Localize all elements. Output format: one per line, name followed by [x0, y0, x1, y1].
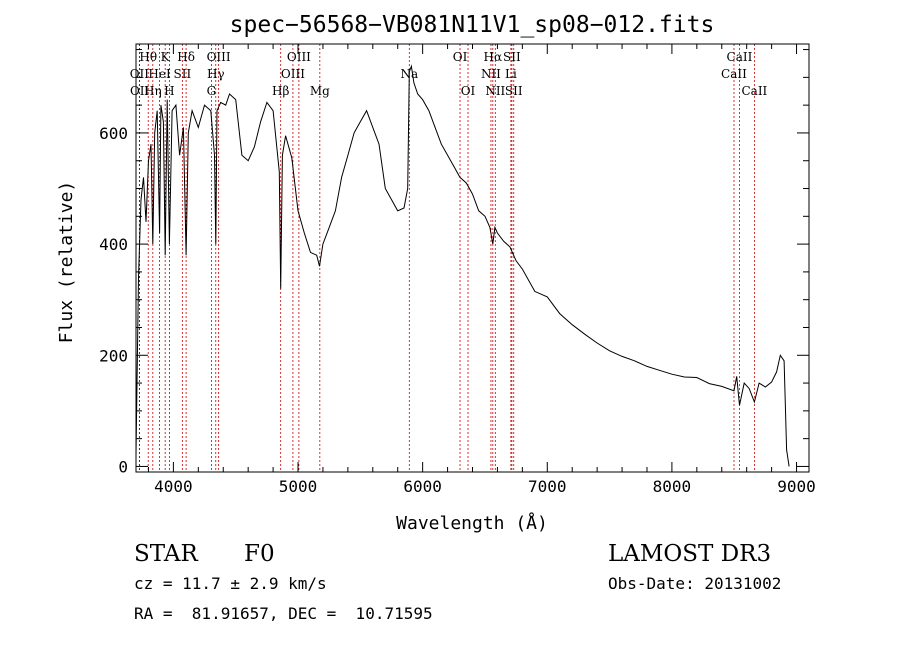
object-subclass: F0 — [244, 541, 275, 567]
line-label-14: Hβ — [272, 84, 289, 98]
line-label-27: CaII — [741, 84, 767, 98]
line-label-7: SII — [174, 67, 192, 81]
y-axis-label: Flux (relative) — [56, 181, 77, 344]
y-tick-label-0: 0 — [118, 457, 128, 476]
coordinates: RA = 81.91657, DEC = 10.71595 — [134, 604, 433, 623]
line-label-3: K — [161, 50, 171, 64]
line-label-1: OII — [130, 67, 150, 81]
line-label-15: Mg — [310, 84, 330, 98]
x-tick-label-4: 8000 — [653, 477, 692, 496]
obs-date: Obs-Date: 20131002 — [608, 574, 781, 593]
x-tick-label-0: 4000 — [154, 477, 193, 496]
line-label-25: CaII — [727, 50, 753, 64]
line-label-0: Hθ — [139, 50, 157, 64]
x-tick-label-2: 6000 — [403, 477, 442, 496]
line-label-24: SII — [505, 84, 523, 98]
line-label-18: OI — [461, 84, 476, 98]
line-label-11: G — [207, 84, 217, 98]
line-label-2: OII — [130, 84, 150, 98]
redshift-value: cz = 11.7 ± 2.9 km/s — [134, 574, 327, 593]
survey-name: LAMOST DR3 — [608, 541, 771, 567]
line-label-13: OIII — [281, 67, 305, 81]
x-tick-label-5: 9000 — [777, 477, 816, 496]
y-tick-label-3: 600 — [99, 124, 128, 143]
line-label-9: OIII — [207, 50, 231, 64]
x-axis-label: Wavelength (Å) — [396, 512, 548, 534]
y-tick-label-1: 200 — [99, 346, 128, 365]
flux-line — [135, 64, 790, 467]
line-label-21: NII — [481, 67, 501, 81]
line-label-26: CaII — [721, 67, 747, 81]
line-label-5: Hη — [144, 84, 162, 98]
line-label-17: OI — [453, 50, 468, 64]
line-markers — [138, 44, 755, 472]
line-label-22: Li — [505, 67, 517, 81]
line-label-4: HeI — [148, 67, 171, 81]
y-axis: 0 200 400 600 — [99, 49, 809, 476]
line-label-20: SII — [503, 50, 521, 64]
object-class: STAR — [134, 541, 198, 567]
line-label-10: Hγ — [207, 67, 225, 81]
line-label-12: OIII — [287, 50, 311, 64]
x-tick-label-1: 5000 — [279, 477, 318, 496]
line-label-23: NII — [485, 84, 505, 98]
line-label-8: H — [164, 84, 174, 98]
line-label-6: Hδ — [177, 50, 195, 64]
x-tick-label-3: 7000 — [528, 477, 567, 496]
line-label-19: Hα — [484, 50, 503, 64]
chart-title: spec−56568−VB081N11V1_sp08−012.fits — [230, 12, 715, 38]
x-axis: 4000 5000 6000 7000 8000 9000 — [147, 44, 816, 496]
y-tick-label-2: 400 — [99, 235, 128, 254]
